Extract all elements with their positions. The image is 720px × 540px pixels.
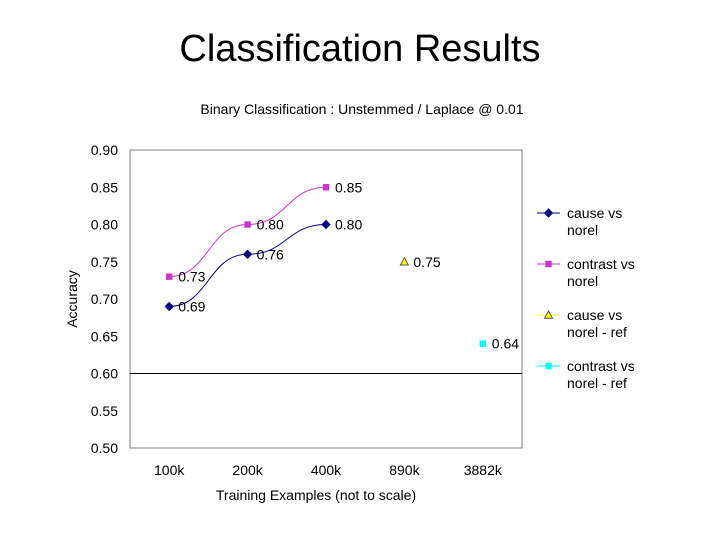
y-tick-label: 0.55 [91,403,118,419]
legend-label: cause vs [567,307,622,323]
legend-label: cause vs [567,205,622,221]
series-3: 0.64 [479,336,519,352]
y-tick-label: 0.75 [91,254,118,270]
y-tick-label: 0.60 [91,366,118,382]
chart-title: Binary Classification : Unstemmed / Lapl… [200,101,523,117]
legend-label-cont: norel - ref [567,375,627,391]
y-tick-label: 0.70 [91,291,118,307]
y-tick-label: 0.90 [91,142,118,158]
series-1: 0.73 0.80 0.85 [166,179,362,285]
y-axis-label: Accuracy [64,270,80,328]
data-label: 0.85 [335,179,362,195]
x-tick-label: 890k [389,462,420,478]
series-line [169,224,327,307]
legend-marker [543,208,554,218]
legend-marker [543,309,554,319]
series-line [169,186,327,278]
data-label: 0.80 [335,217,362,233]
x-axis-label: Training Examples (not to scale) [216,487,416,503]
x-axis-ticks: 100k 200k 400k 890k 3882k [154,462,503,478]
x-tick-label: 3882k [464,462,503,478]
y-tick-label: 0.65 [91,328,118,344]
legend-label: contrast vs [567,256,635,272]
legend-label-cont: norel [567,273,598,289]
data-point [322,184,330,191]
data-label: 0.73 [178,269,205,285]
y-tick-label: 0.50 [91,440,118,456]
series-2: 0.75 [399,254,441,270]
y-axis-ticks: 0.90 0.85 0.80 0.75 0.70 0.65 0.60 0.55 0.50 [91,142,118,456]
data-label: 0.75 [413,254,440,270]
legend-label-cont: norel - ref [567,324,627,340]
data-point [166,273,173,280]
legend-label: contrast vs [567,358,635,374]
data-point [321,219,331,230]
legend-marker [545,260,552,268]
data-label: 0.64 [492,336,519,352]
x-tick-label: 400k [311,462,342,478]
data-point [479,340,486,347]
x-tick-label: 100k [154,462,185,478]
data-point [242,249,253,260]
data-label: 0.76 [257,246,284,262]
slide-title: Classification Results [179,28,541,70]
legend-label-cont: norel [567,222,598,238]
legend-marker [545,362,552,370]
data-point [164,301,174,312]
y-tick-label: 0.85 [91,179,118,195]
data-label: 0.69 [178,298,205,314]
data-point [244,221,251,228]
series-layer: 0.69 0.76 0.80 0.73 0.80 0.85 0.75 0.64 [164,179,519,352]
series-0: 0.69 0.76 0.80 [164,217,362,314]
x-tick-label: 200k [232,462,263,478]
plot-area [129,149,523,449]
data-label: 0.80 [257,217,284,233]
data-point [399,256,410,266]
y-tick-label: 0.80 [91,217,118,233]
